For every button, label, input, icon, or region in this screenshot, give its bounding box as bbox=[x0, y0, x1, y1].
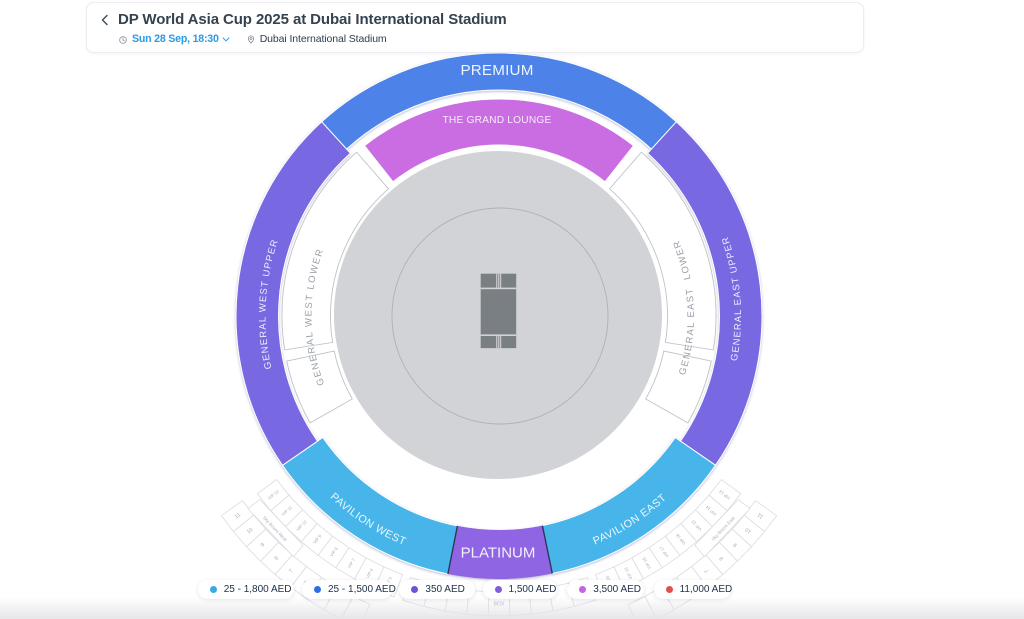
svg-text:7: 7 bbox=[704, 568, 711, 574]
svg-text:VIP 19: VIP 19 bbox=[623, 566, 634, 580]
svg-text:VIP 8: VIP 8 bbox=[329, 546, 339, 558]
svg-text:10: 10 bbox=[744, 526, 753, 535]
svg-text:8: 8 bbox=[274, 556, 280, 562]
svg-text:VIP 9: VIP 9 bbox=[312, 533, 323, 545]
svg-text:BOX: BOX bbox=[494, 602, 505, 608]
svg-text:11: 11 bbox=[757, 511, 765, 519]
svg-text:VIP 18: VIP 18 bbox=[641, 556, 652, 570]
svg-text:VIP 7: VIP 7 bbox=[346, 557, 356, 569]
svg-text:7: 7 bbox=[288, 568, 295, 574]
svg-text:9: 9 bbox=[732, 541, 738, 547]
svg-text:9: 9 bbox=[260, 542, 266, 548]
svg-text:PLATINUM: PLATINUM bbox=[461, 545, 536, 562]
svg-text:VIP 6: VIP 6 bbox=[365, 567, 374, 579]
svg-text:10: 10 bbox=[246, 527, 255, 536]
svg-text:VIP 17: VIP 17 bbox=[658, 545, 670, 559]
svg-text:8: 8 bbox=[719, 555, 725, 561]
svg-text:PREMIUM: PREMIUM bbox=[460, 62, 533, 79]
svg-text:11: 11 bbox=[234, 512, 242, 520]
svg-text:THE GRAND LOUNGE: THE GRAND LOUNGE bbox=[442, 115, 551, 126]
